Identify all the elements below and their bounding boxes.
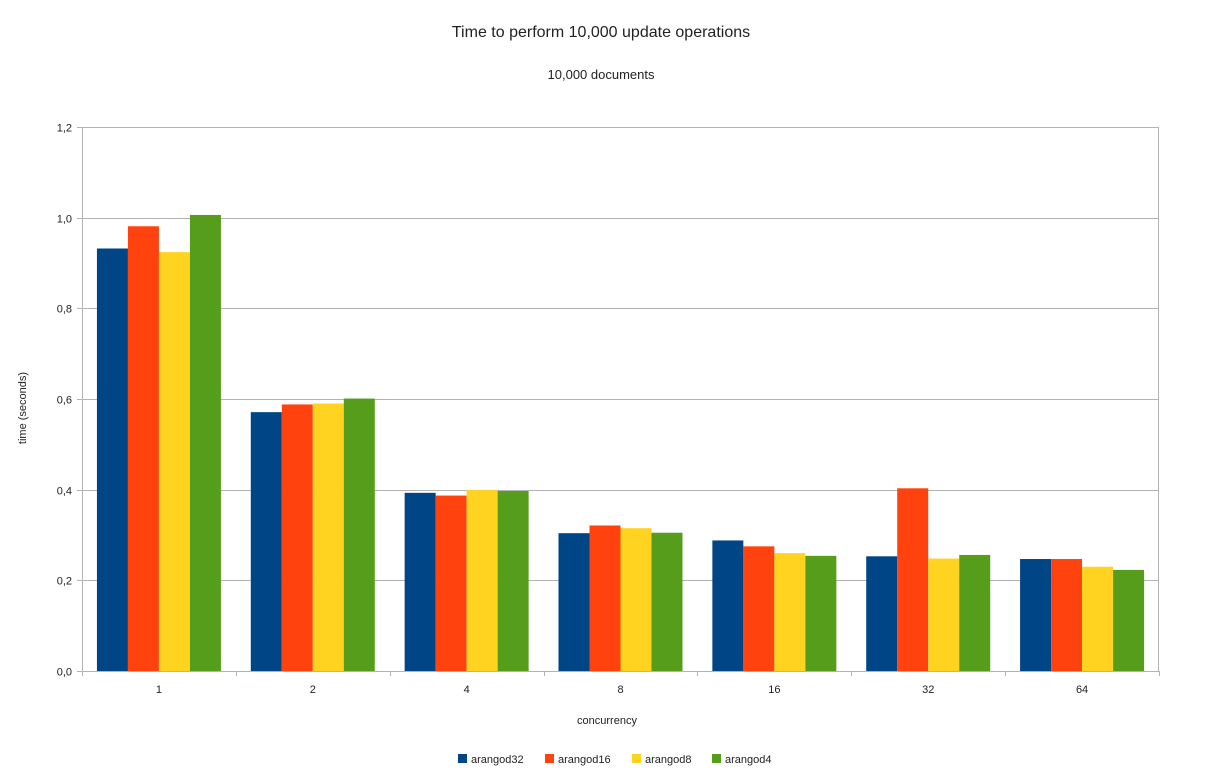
x-tick-label: 2 (310, 684, 316, 696)
bar-arangod32-2 (250, 412, 282, 671)
y-tick-label: 0,2 (57, 576, 72, 588)
bar-arangod16-4 (435, 495, 467, 671)
x-tick-label: 4 (464, 684, 470, 696)
x-tick-labels: 1 2 4 8 16 32 64 (156, 684, 1088, 696)
bar-arangod4-32 (959, 554, 991, 671)
x-tick-label: 32 (922, 684, 934, 696)
axes (82, 127, 1160, 676)
y-axis-label: time (seconds) (17, 372, 29, 444)
bar-arangod16-2 (281, 404, 313, 671)
bar-arangod32-4 (404, 492, 436, 671)
legend-label-arangod4: arangod4 (725, 754, 772, 766)
x-tick-label: 16 (768, 684, 780, 696)
legend-label-arangod8: arangod8 (645, 754, 692, 766)
y-tick-label: 0,0 (57, 667, 72, 679)
bar-arangod4-4 (497, 491, 529, 671)
bar-arangod4-8 (651, 532, 683, 671)
bar-arangod16-32 (897, 488, 929, 671)
x-tick-label: 8 (617, 684, 623, 696)
chart-subtitle: 10,000 documents (548, 67, 655, 82)
bar-arangod4-1 (189, 214, 221, 672)
bar-arangod8-4 (466, 490, 498, 671)
legend-swatch-arangod8 (632, 754, 641, 763)
legend-label-arangod32: arangod32 (471, 754, 524, 766)
bar-arangod16-1 (127, 226, 159, 671)
legend-swatch-arangod32 (458, 754, 467, 763)
y-tick-label: 1,0 (57, 214, 72, 226)
y-tick-label: 1,2 (57, 123, 72, 135)
bar-arangod8-64 (1082, 566, 1114, 671)
y-tick-label: 0,4 (57, 486, 72, 498)
x-tick-label: 1 (156, 684, 162, 696)
bar-arangod4-16 (805, 555, 837, 671)
bar-arangod16-8 (589, 525, 621, 671)
bar-arangod32-64 (1020, 559, 1052, 671)
bar-arangod32-32 (866, 556, 898, 671)
x-tick-label: 64 (1076, 684, 1088, 696)
bar-arangod16-16 (743, 546, 775, 671)
legend-label-arangod16: arangod16 (558, 754, 611, 766)
y-tick-label: 0,6 (57, 395, 72, 407)
bars (96, 214, 1145, 672)
legend: arangod32 arangod16 arangod8 arangod4 (458, 754, 772, 766)
bar-arangod32-8 (558, 533, 590, 671)
bar-arangod4-2 (343, 398, 375, 671)
bar-arangod32-16 (712, 540, 744, 671)
bar-arangod8-32 (928, 558, 960, 671)
legend-swatch-arangod4 (712, 754, 721, 763)
bar-arangod32-1 (96, 248, 128, 671)
bar-arangod16-64 (1051, 559, 1083, 671)
bar-arangod4-64 (1113, 569, 1145, 671)
bar-arangod8-16 (774, 553, 806, 671)
legend-swatch-arangod16 (545, 754, 554, 763)
bar-arangod8-8 (620, 528, 652, 671)
bar-arangod8-1 (158, 252, 190, 671)
chart-title: Time to perform 10,000 update operations (452, 24, 750, 41)
y-tick-labels: 0,0 0,2 0,4 0,6 0,8 1,0 1,2 (57, 123, 72, 679)
y-tick-label: 0,8 (57, 304, 72, 316)
bar-arangod8-2 (312, 403, 344, 671)
x-axis-label: concurrency (577, 715, 637, 727)
